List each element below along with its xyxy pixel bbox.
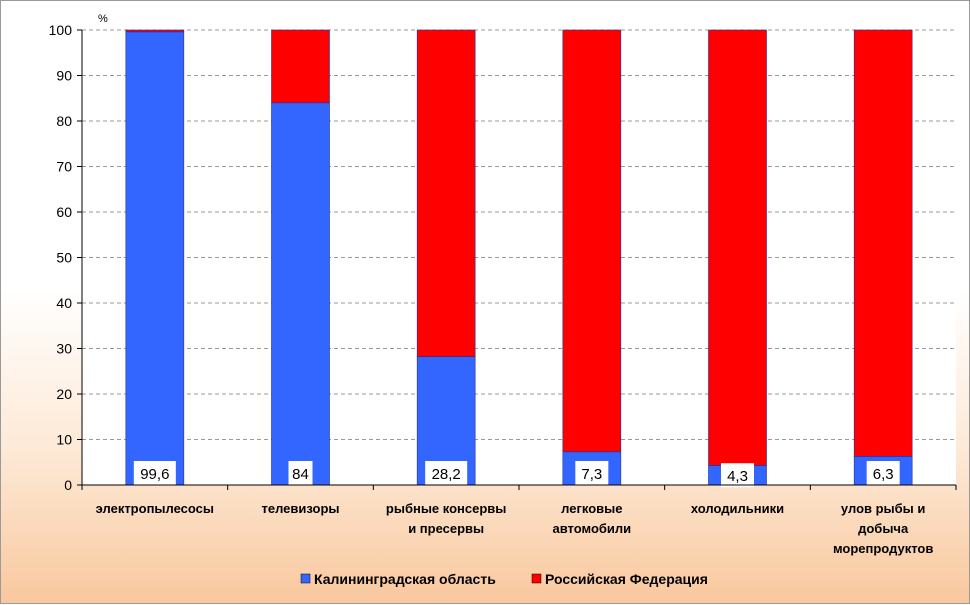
data-label-box [288, 461, 313, 485]
bar-segment-russia [562, 29, 622, 453]
y-tick-label: 50 [56, 250, 72, 266]
bar-segment-kaliningrad [125, 31, 185, 486]
bar-segment-russia [416, 29, 476, 357]
bar-segment-russia [125, 29, 185, 33]
data-label: 84 [292, 466, 309, 483]
data-label: 4,3 [727, 468, 748, 485]
legend-label: Калининградская область [314, 571, 496, 587]
y-tick-label: 10 [56, 432, 72, 448]
legend-swatch [300, 573, 311, 584]
bar-segment-russia [708, 29, 767, 466]
category-label: и пресервы [408, 521, 484, 536]
category-label: холодильники [691, 501, 784, 516]
category-label: легковые [561, 501, 622, 516]
y-tick-label: 90 [56, 68, 72, 84]
y-tick-label: 20 [56, 386, 72, 402]
y-tick-label: 100 [49, 22, 73, 38]
bar-segment-russia [271, 29, 330, 104]
legend-label: Российская Федерация [545, 571, 708, 587]
data-label: 99,6 [140, 466, 169, 483]
data-label: 28,2 [432, 466, 461, 483]
data-label-box [133, 461, 176, 485]
category-label: рыбные консервы [386, 501, 507, 516]
category-label: добыча [858, 521, 909, 536]
data-label-box [721, 463, 754, 488]
unit-label: % [98, 13, 108, 25]
y-tick-label: 40 [56, 295, 72, 311]
y-tick-label: 30 [56, 341, 72, 357]
data-label: 6,3 [873, 466, 894, 483]
data-label: 7,3 [581, 466, 602, 483]
category-label: улов рыбы и [841, 501, 925, 516]
y-tick-label: 60 [56, 204, 72, 220]
data-label-box [866, 461, 900, 485]
category-label: автомобили [552, 521, 631, 536]
bar-segment-russia [853, 29, 913, 457]
data-label-box [425, 461, 468, 485]
data-label-box [575, 461, 609, 485]
category-label: морепродуктов [833, 541, 933, 556]
y-tick-label: 80 [56, 113, 72, 129]
category-label: электропылесосы [96, 501, 214, 516]
y-tick-label: 70 [56, 159, 72, 175]
bar-segment-kaliningrad [271, 102, 330, 486]
category-label: телевизоры [261, 501, 339, 516]
y-tick-label: 0 [64, 477, 72, 493]
legend-swatch [531, 573, 542, 584]
